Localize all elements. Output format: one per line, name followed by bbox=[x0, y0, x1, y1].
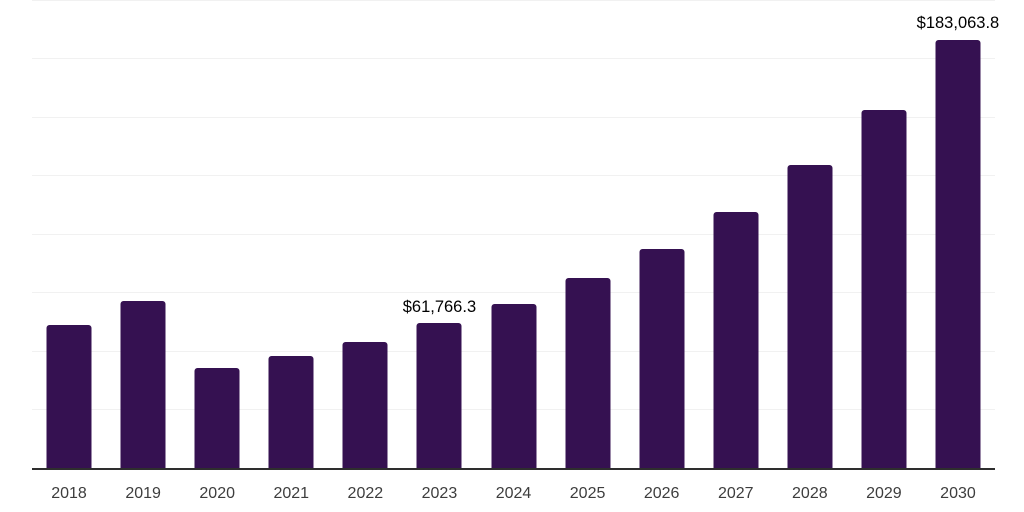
bar-2028[interactable] bbox=[787, 165, 833, 468]
bar-2026[interactable] bbox=[639, 248, 685, 468]
gridline-150000 bbox=[32, 116, 995, 118]
bar-2029[interactable] bbox=[861, 109, 907, 468]
x-tick-2026: 2026 bbox=[643, 485, 680, 502]
x-tick-2024: 2024 bbox=[495, 485, 532, 502]
value-label-2023: $61,766.3 bbox=[402, 297, 477, 316]
x-tick-2018: 2018 bbox=[51, 485, 87, 502]
bar-2027[interactable] bbox=[713, 211, 759, 468]
bar-2023[interactable] bbox=[416, 323, 462, 468]
x-tick-2020: 2020 bbox=[199, 485, 235, 502]
bar-2020[interactable] bbox=[194, 368, 240, 468]
bar-2030[interactable] bbox=[935, 39, 981, 468]
x-tick-2030: 2030 bbox=[940, 485, 976, 502]
plot-area: $61,766.3 $183,063.8 bbox=[32, 0, 999, 470]
bar-2021[interactable] bbox=[268, 356, 314, 468]
gridline-100000 bbox=[32, 233, 995, 235]
x-tick-2028: 2028 bbox=[792, 485, 828, 502]
x-tick-2021: 2021 bbox=[273, 485, 310, 502]
bar-2019[interactable] bbox=[120, 301, 166, 468]
x-tick-2023: 2023 bbox=[421, 485, 458, 502]
gridline-125000 bbox=[32, 175, 995, 176]
bar-2022[interactable] bbox=[342, 341, 388, 468]
bars: $61,766.3 $183,063.8 bbox=[32, 0, 999, 468]
gridline-200000 bbox=[32, 0, 995, 1]
x-axis-labels: 2018 2019 2020 2021 2022 2023 2024 2025 2026 2027… bbox=[32, 470, 995, 503]
bar-2018[interactable] bbox=[46, 324, 92, 468]
gridline-175000 bbox=[32, 58, 995, 59]
value-label-2030: $183,063.8 bbox=[916, 14, 1000, 33]
x-tick-2029: 2029 bbox=[866, 485, 902, 502]
x-tick-2022: 2022 bbox=[347, 485, 384, 502]
bar-2025[interactable] bbox=[565, 278, 611, 468]
x-tick-2019: 2019 bbox=[125, 485, 161, 502]
x-tick-2027: 2027 bbox=[717, 485, 754, 502]
bar-2024[interactable] bbox=[491, 303, 536, 468]
x-tick-2025: 2025 bbox=[569, 485, 606, 502]
gridline-75000 bbox=[32, 292, 995, 293]
